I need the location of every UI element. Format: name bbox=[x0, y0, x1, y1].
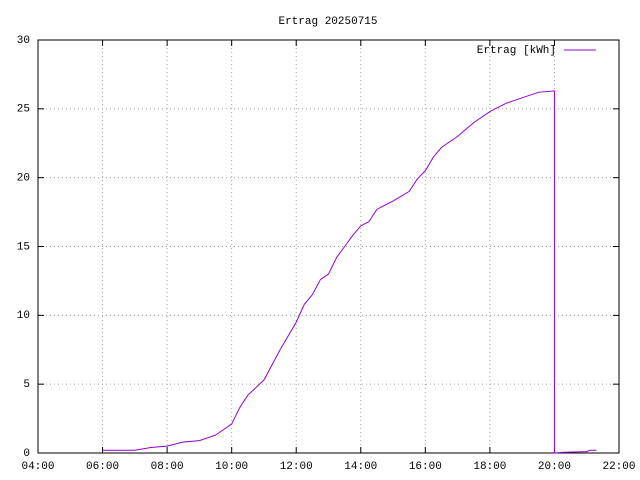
y-tick-label: 20 bbox=[17, 173, 30, 185]
x-tick-label: 10:00 bbox=[215, 461, 248, 473]
plot-border bbox=[37, 39, 620, 454]
y-tick-label: 10 bbox=[17, 310, 30, 322]
data-line bbox=[102, 90, 597, 454]
x-tick-label: 12:00 bbox=[280, 461, 313, 473]
y-tick-label: 25 bbox=[17, 104, 30, 116]
x-tick-label: 04:00 bbox=[21, 461, 54, 473]
x-tick-label: 06:00 bbox=[86, 461, 119, 473]
x-tick-label: 08:00 bbox=[151, 461, 184, 473]
y-tick-label: 30 bbox=[17, 35, 30, 47]
y-tick-label: 0 bbox=[23, 448, 30, 460]
x-tick-label: 22:00 bbox=[602, 461, 635, 473]
x-tick-label: 14:00 bbox=[344, 461, 377, 473]
legend-label: Ertrag [kWh] bbox=[477, 45, 556, 57]
x-tick-label: 18:00 bbox=[473, 461, 506, 473]
x-tick-label: 16:00 bbox=[409, 461, 442, 473]
x-tick-label: 20:00 bbox=[538, 461, 571, 473]
y-tick-label: 15 bbox=[17, 241, 30, 253]
chart-title: Ertrag 20250715 bbox=[278, 16, 377, 28]
y-tick-label: 5 bbox=[23, 379, 30, 391]
